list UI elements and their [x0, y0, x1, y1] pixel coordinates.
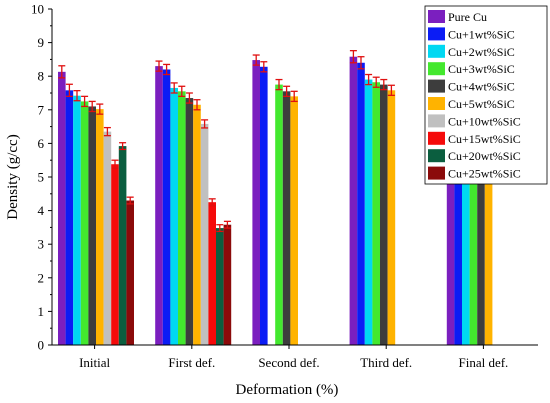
bar — [126, 200, 134, 345]
legend-label: Pure Cu — [448, 10, 487, 24]
legend-swatch — [428, 114, 445, 128]
bar — [193, 104, 201, 345]
y-tick-label: 10 — [31, 2, 44, 17]
legend-swatch — [428, 44, 445, 58]
bar — [96, 109, 104, 346]
y-tick-label: 8 — [38, 69, 45, 84]
bar — [65, 90, 74, 345]
legend-label: Cu+15wt%SiC — [448, 132, 521, 146]
x-tick-label: Third def. — [360, 355, 412, 370]
legend-label: Cu+2wt%SiC — [448, 45, 515, 59]
x-axis-title: Deformation (%) — [236, 382, 339, 398]
legend-label: Cu+10wt%SiC — [448, 114, 521, 128]
legend-frame — [424, 5, 548, 185]
legend-swatch — [428, 79, 445, 93]
bar — [462, 66, 470, 346]
y-tick-label: 1 — [38, 304, 45, 319]
bar — [170, 87, 178, 346]
legend-label: Cu+1wt%SiC — [448, 27, 515, 41]
x-tick-label: First def. — [168, 355, 215, 370]
legend-label: Cu+4wt%SiC — [448, 80, 515, 94]
bar — [282, 91, 291, 345]
legend-swatch — [428, 166, 445, 180]
bar — [446, 52, 455, 346]
bar — [387, 90, 396, 345]
x-tick-label: Second def. — [258, 355, 319, 370]
legend-swatch — [428, 62, 445, 76]
bar — [103, 131, 112, 345]
bar — [484, 87, 493, 346]
legend-swatch — [428, 131, 445, 145]
legend-swatch — [428, 27, 445, 41]
legend-label: Cu+25wt%SiC — [448, 167, 521, 181]
bar — [349, 56, 358, 345]
bar — [200, 123, 209, 345]
bars-group — [58, 45, 493, 346]
x-tick-label: Initial — [79, 355, 110, 370]
bar — [58, 71, 66, 345]
bar — [73, 95, 81, 345]
bar — [111, 164, 119, 345]
bar — [260, 66, 268, 346]
bar — [118, 146, 127, 345]
legend-label: Cu+20wt%SiC — [448, 149, 521, 163]
legend-label: Cu+3wt%SiC — [448, 62, 515, 76]
bar — [208, 202, 216, 345]
legend-swatch — [428, 10, 445, 23]
bar — [357, 62, 365, 345]
bar — [372, 82, 380, 346]
x-tick-label: Final def. — [458, 355, 508, 370]
bar — [469, 71, 478, 345]
bar — [162, 69, 171, 345]
y-axis-title: Density (g/cc) — [5, 134, 21, 219]
y-tick-label: 0 — [38, 338, 45, 353]
bar — [380, 84, 388, 345]
legend-swatch — [428, 149, 445, 163]
bar — [477, 76, 485, 345]
bar — [290, 96, 298, 345]
bar — [364, 79, 373, 345]
y-tick-label: 7 — [38, 102, 45, 117]
y-tick-label: 9 — [38, 35, 45, 50]
y-tick-label: 5 — [38, 170, 45, 185]
bar — [275, 84, 283, 345]
bar — [80, 101, 89, 346]
bar — [155, 66, 163, 346]
y-tick-label: 3 — [38, 237, 45, 252]
ticks-group: 0 1 2 3 4 5 6 7 8 9 10 Initial First def. Second def.… — [31, 2, 508, 371]
bar — [185, 98, 194, 345]
y-tick-label: 6 — [38, 136, 45, 151]
bar — [252, 60, 260, 346]
legend: Pure Cu Cu+1wt%SiC Cu+2wt%SiC Cu+3wt%SiC Cu+… — [424, 5, 548, 185]
bar — [223, 224, 232, 345]
bar — [216, 228, 224, 345]
legend-label: Cu+5wt%SiC — [448, 97, 515, 111]
y-tick-label: 2 — [38, 270, 45, 285]
bar — [178, 91, 186, 345]
bar — [454, 60, 462, 346]
legend-swatch — [428, 97, 445, 110]
bar — [88, 106, 96, 345]
y-tick-label: 4 — [38, 203, 45, 218]
